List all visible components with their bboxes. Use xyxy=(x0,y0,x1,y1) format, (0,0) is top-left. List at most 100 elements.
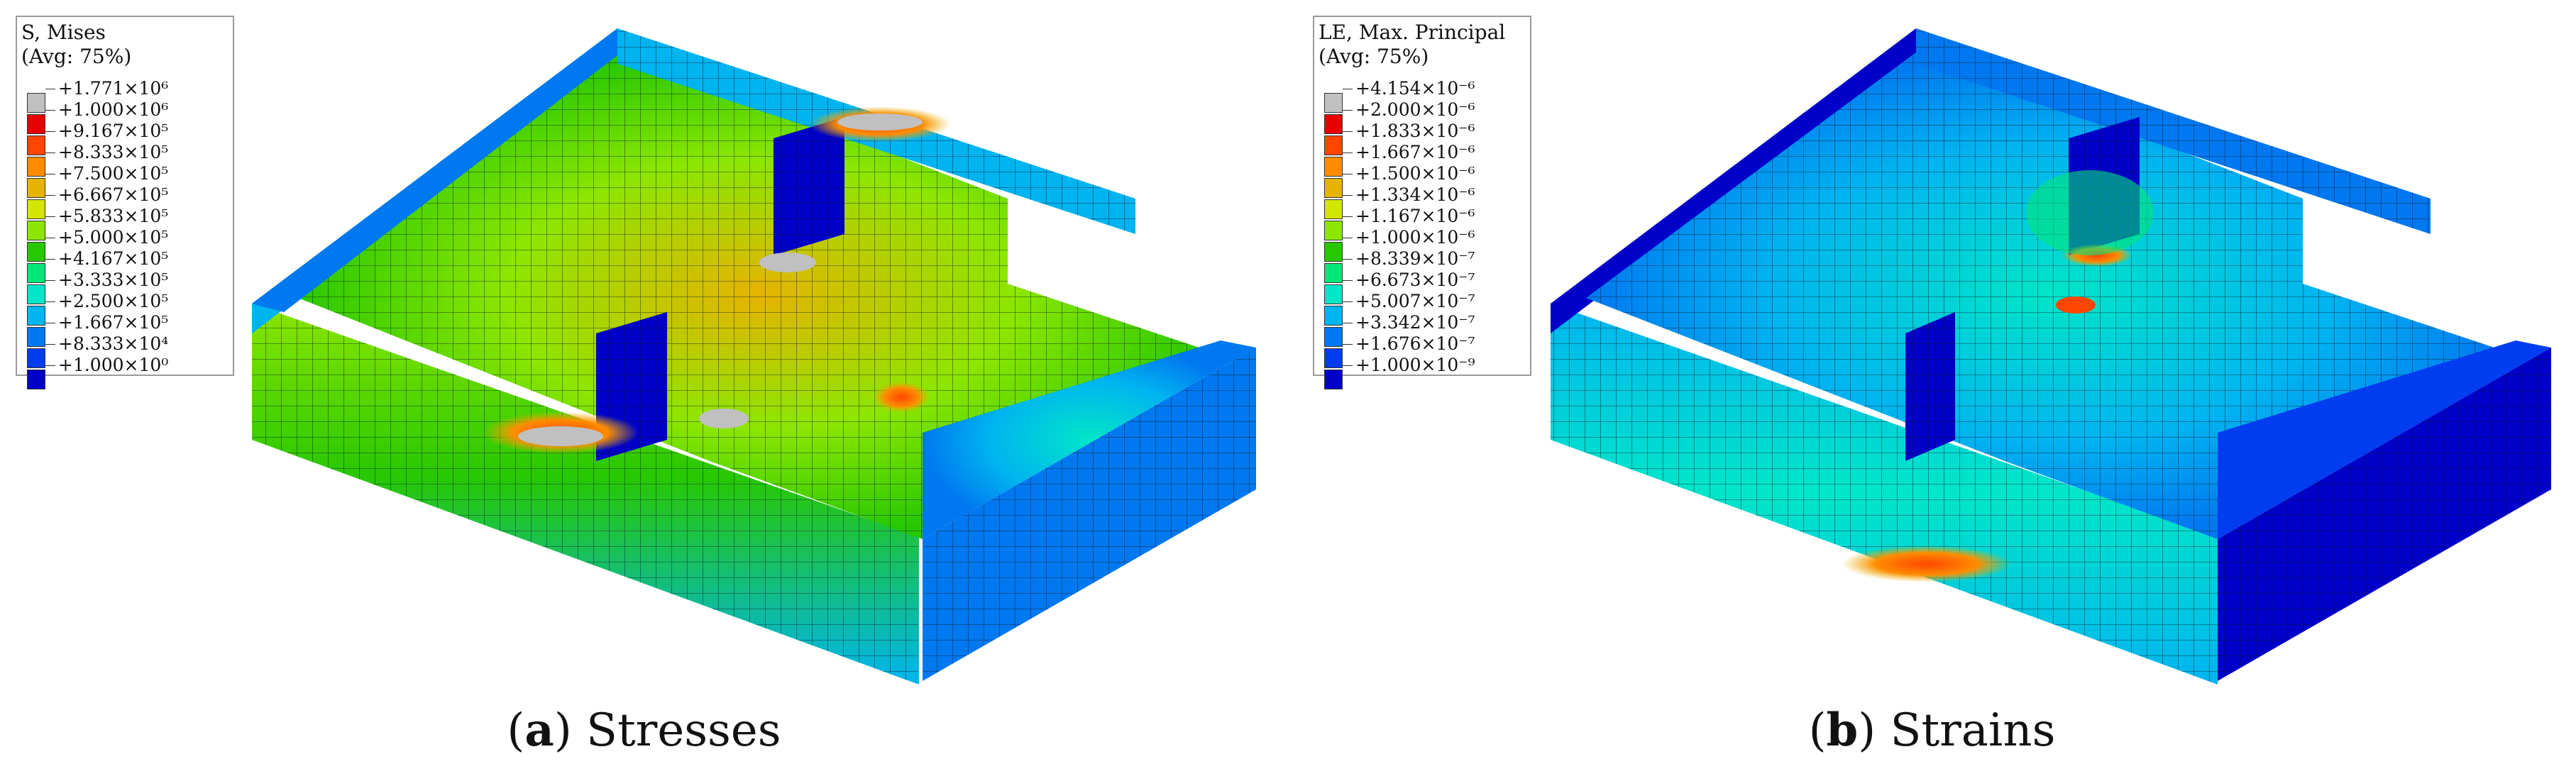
caption-b: (b) Strains xyxy=(1808,704,2056,757)
legend-strains: LE, Max. Principal (Avg: 75%) +4.154×10⁻… xyxy=(1313,16,1531,389)
legend-tick xyxy=(1343,301,1353,302)
legend-tick xyxy=(45,131,55,132)
legend-tick xyxy=(1343,216,1353,217)
legend-tick xyxy=(1343,131,1353,132)
panel-strains: LE, Max. Principal (Avg: 75%) +4.154×10⁻… xyxy=(1288,0,2576,776)
legend-swatch xyxy=(27,242,45,262)
legend-entry: +1.167×10⁻⁶ xyxy=(1324,206,1523,240)
legend-value: +1.667×10⁻⁶ xyxy=(1355,142,1475,162)
legend-tick xyxy=(45,259,55,260)
legend-entry: +8.333×10⁴ xyxy=(27,333,226,368)
legend-entry: +7.500×10⁵ xyxy=(27,163,226,198)
caption-text: Stresses xyxy=(571,704,781,757)
legend-swatch xyxy=(1324,114,1343,134)
legend-value: +6.673×10⁻⁷ xyxy=(1355,270,1475,290)
legend-swatch xyxy=(1324,135,1343,155)
legend-entry: +5.000×10⁵ xyxy=(27,227,226,262)
legend-entry: +1.000×10⁶ xyxy=(27,99,226,134)
legend-tick xyxy=(1343,365,1353,366)
legend-entry: +1.000×10⁻⁶ xyxy=(1324,227,1523,262)
legend-entry: +3.333×10⁵ xyxy=(27,270,226,304)
legend-entry: +3.342×10⁻⁷ xyxy=(1324,312,1523,347)
legend-value: +1.833×10⁻⁶ xyxy=(1355,121,1475,141)
legend-value: +8.339×10⁻⁷ xyxy=(1355,248,1475,269)
legend-entry: +1.000×10⁻⁹ xyxy=(1324,355,1523,389)
legend-entry: +1.676×10⁻⁷ xyxy=(1324,333,1523,368)
caption-letter: b xyxy=(1826,704,1859,757)
legend-swatch xyxy=(27,263,45,283)
legend-stresses: S, Mises (Avg: 75%) +1.771×10⁶ +1.000×10⁶… xyxy=(16,16,234,389)
legend-value: +2.000×10⁻⁶ xyxy=(1355,99,1475,120)
legend-entry: +1.833×10⁻⁶ xyxy=(1324,121,1523,155)
legend-swatch xyxy=(1324,263,1343,283)
legend-tick xyxy=(1343,110,1353,111)
legend-tick xyxy=(1343,195,1353,196)
legend-value: +5.000×10⁵ xyxy=(58,227,169,248)
legend-tick xyxy=(1343,344,1353,345)
legend-swatch xyxy=(1324,242,1343,262)
legend-value: +9.167×10⁵ xyxy=(58,121,169,141)
legend-value: +3.342×10⁻⁷ xyxy=(1355,312,1475,333)
legend-value: +1.500×10⁻⁶ xyxy=(1355,163,1475,184)
panel-stresses: S, Mises (Avg: 75%) +1.771×10⁶ +1.000×10⁶… xyxy=(16,16,1256,757)
legend-title: S, Mises xyxy=(21,21,106,44)
legend-entry: +9.167×10⁵ xyxy=(27,121,226,155)
legend-entry: +2.500×10⁵ xyxy=(27,291,226,326)
legend-swatch xyxy=(27,370,45,389)
legend-swatch xyxy=(27,199,45,219)
legend-swatch xyxy=(1324,221,1343,240)
legend-tick xyxy=(45,195,55,196)
legend-entry: +8.339×10⁻⁷ xyxy=(1324,248,1523,283)
legend-tick xyxy=(45,344,55,345)
fe-model-strains xyxy=(1551,28,2551,684)
legend-tick xyxy=(1343,259,1353,260)
legend-swatch xyxy=(27,114,45,134)
legend-swatch xyxy=(1324,93,1343,113)
legend-value: +1.000×10⁻⁹ xyxy=(1355,355,1475,375)
legend-entry: +5.007×10⁻⁷ xyxy=(1324,291,1523,326)
legend-value: +5.833×10⁵ xyxy=(58,206,169,226)
legend-list: +4.154×10⁻⁶ +2.000×10⁻⁶ +1.833×10⁻⁶ +1.667×… xyxy=(1324,78,1523,389)
legend-title: LE, Max. Principal xyxy=(1319,21,1506,44)
legend-swatch xyxy=(27,306,45,326)
legend-value: +1.771×10⁶ xyxy=(58,78,169,99)
legend-swatch xyxy=(27,284,45,304)
caption-text: Strains xyxy=(1876,704,2056,757)
legend-value: +1.167×10⁻⁶ xyxy=(1355,206,1475,226)
legend-value: +1.334×10⁻⁶ xyxy=(1355,184,1475,205)
fe-model-stresses xyxy=(252,28,1256,684)
legend-swatch xyxy=(27,157,45,177)
legend-swatch xyxy=(27,348,45,368)
legend-swatch xyxy=(27,93,45,113)
legend-value: +2.500×10⁵ xyxy=(58,291,169,311)
caption-letter: a xyxy=(524,704,554,757)
legend-tick xyxy=(45,301,55,302)
legend-avg: (Avg: 75%) xyxy=(1319,45,1429,68)
legend-entry: +6.667×10⁵ xyxy=(27,184,226,219)
legend-value: +6.667×10⁵ xyxy=(58,184,169,205)
legend-swatch xyxy=(1324,370,1343,389)
legend-value: +1.000×10⁰ xyxy=(58,355,169,375)
legend-value: +4.154×10⁻⁶ xyxy=(1355,78,1475,99)
legend-tick xyxy=(45,365,55,366)
legend-value: +1.000×10⁻⁶ xyxy=(1355,227,1475,248)
legend-value: +5.007×10⁻⁷ xyxy=(1355,291,1475,311)
legend-value: +7.500×10⁵ xyxy=(58,163,169,184)
legend-entry: +6.673×10⁻⁷ xyxy=(1324,270,1523,304)
legend-tick xyxy=(45,110,55,111)
legend-value: +1.000×10⁶ xyxy=(58,99,169,120)
legend-entry: +1.771×10⁶ xyxy=(27,78,226,113)
legend-entry: +5.833×10⁵ xyxy=(27,206,226,240)
legend-swatch xyxy=(1324,157,1343,177)
legend-swatch xyxy=(1324,327,1343,347)
legend-avg: (Avg: 75%) xyxy=(21,45,132,68)
legend-entry: +2.000×10⁻⁶ xyxy=(1324,99,1523,134)
legend-tick xyxy=(1343,280,1353,281)
legend-entry: +1.500×10⁻⁶ xyxy=(1324,163,1523,198)
legend-swatch xyxy=(27,327,45,347)
legend-value: +4.167×10⁵ xyxy=(58,248,169,269)
legend-value: +3.333×10⁵ xyxy=(58,270,169,290)
legend-tick xyxy=(45,280,55,281)
legend-tick xyxy=(45,216,55,217)
legend-entry: +4.154×10⁻⁶ xyxy=(1324,78,1523,113)
